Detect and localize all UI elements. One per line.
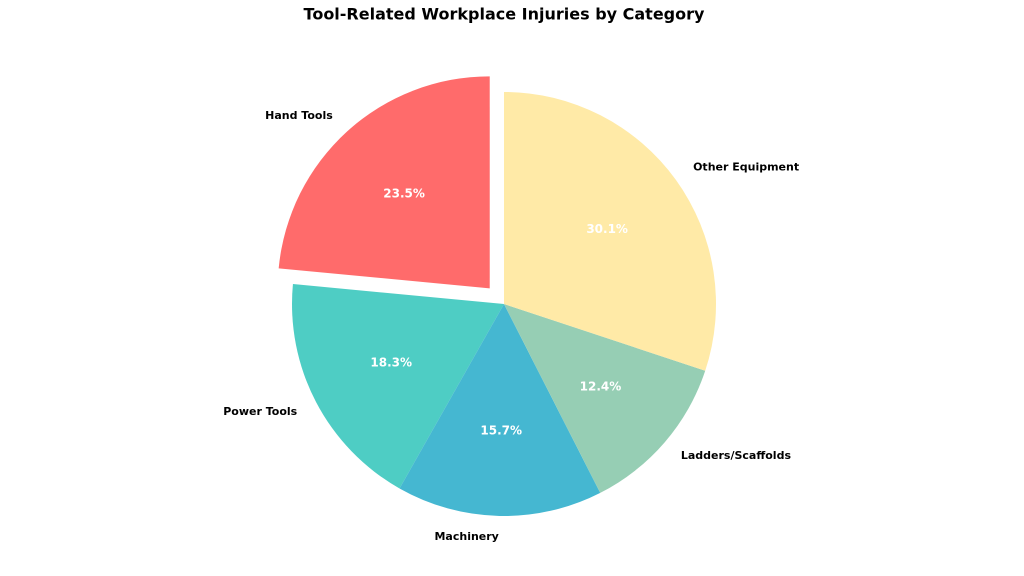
percent-label: 12.4% — [580, 379, 622, 393]
slice-label: Other Equipment — [693, 161, 799, 174]
percent-label: 18.3% — [370, 355, 412, 369]
pie-slice — [278, 76, 490, 289]
pie-slice — [504, 304, 706, 493]
slice-label: Hand Tools — [265, 109, 333, 122]
slice-label: Power Tools — [223, 405, 297, 418]
percent-label: 30.1% — [586, 222, 628, 236]
pie-slice — [504, 92, 716, 371]
chart-title: Tool-Related Workplace Injuries by Categ… — [304, 5, 705, 24]
slice-label: Ladders/Scaffolds — [681, 449, 792, 462]
percent-label: 23.5% — [383, 187, 425, 201]
pie-slice — [399, 304, 601, 516]
slice-label: Machinery — [434, 530, 498, 543]
percent-label: 15.7% — [480, 424, 522, 438]
pie-slice — [292, 284, 504, 489]
